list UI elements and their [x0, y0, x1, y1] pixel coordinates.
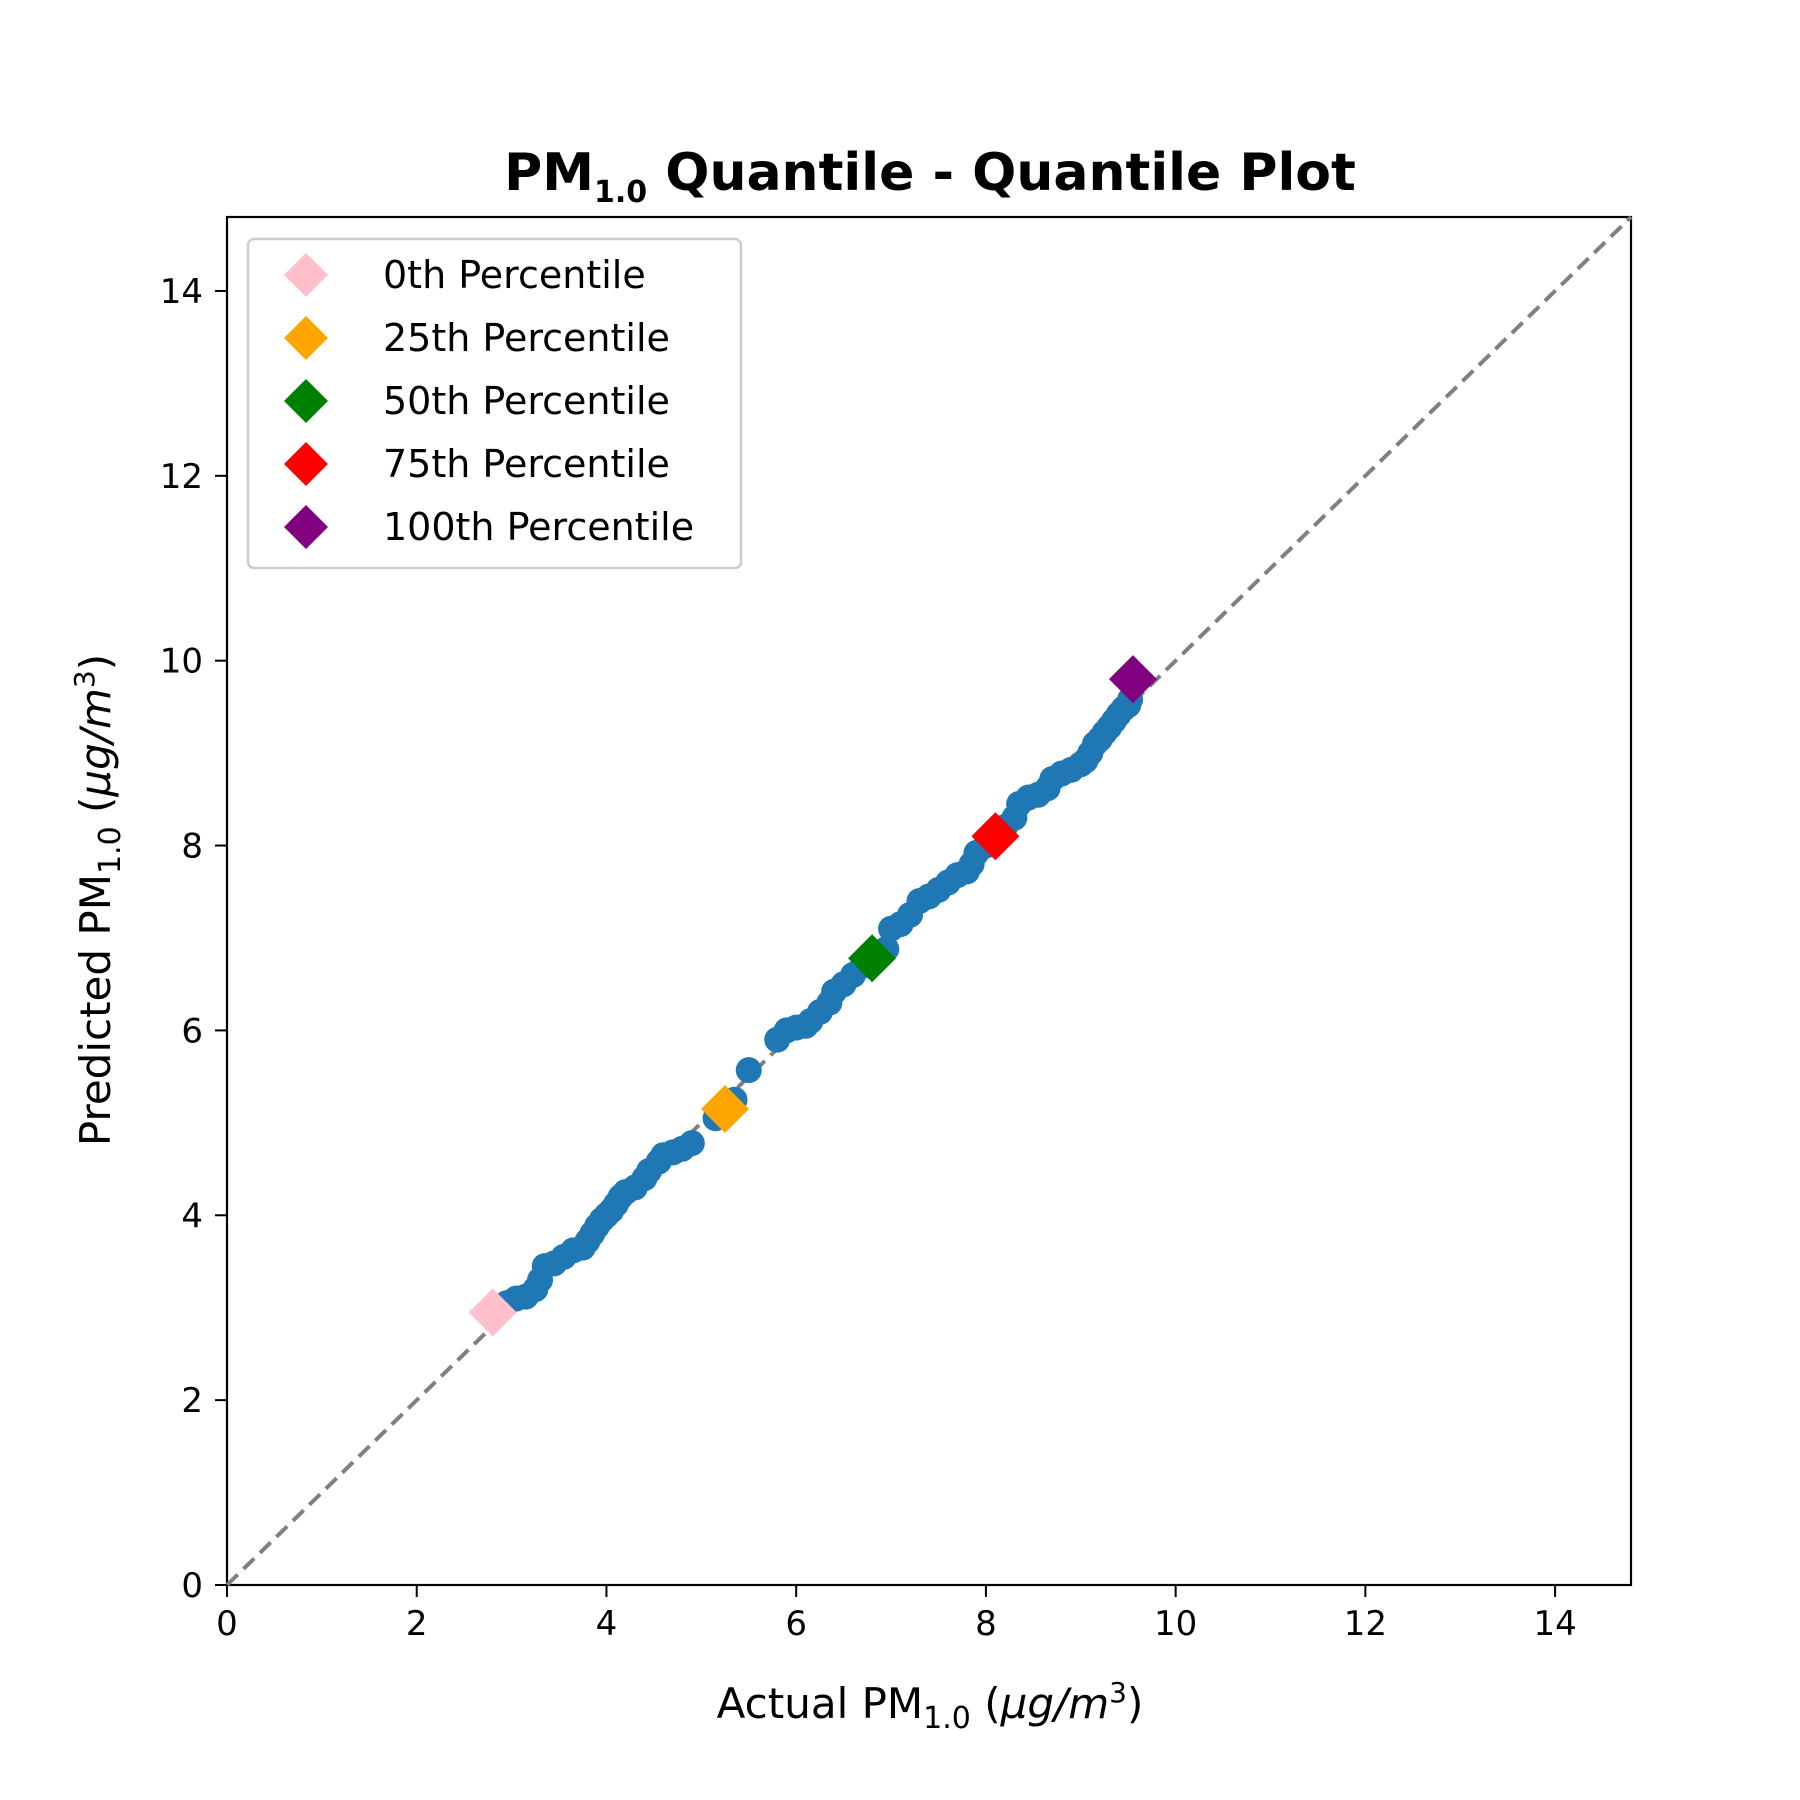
x-label-prefix: Actual PM [717, 1679, 924, 1728]
legend-label-3: 75th Percentile [383, 442, 670, 486]
y-tick-label: 10 [160, 642, 203, 682]
x-tick-label: 0 [216, 1604, 238, 1644]
chart-title: PM1.0 Quantile - Quantile Plot [504, 143, 1356, 210]
x-label-unit-slash: / [1050, 1679, 1072, 1728]
title-subscript: 1.0 [594, 175, 647, 210]
y-label-unit-open: ( [71, 797, 120, 827]
y-tick-label: 6 [181, 1011, 203, 1051]
x-tick-label: 4 [596, 1604, 618, 1644]
x-label-unit-mu: μg [1000, 1679, 1054, 1728]
x-tick-label: 12 [1344, 1604, 1387, 1644]
x-label-unit-m: m [1068, 1679, 1109, 1728]
legend-marker-1 [284, 316, 328, 360]
x-tick-label: 14 [1533, 1604, 1576, 1644]
y-tick-label: 8 [181, 827, 203, 867]
y-tick-label: 4 [181, 1196, 203, 1236]
x-label-subscript: 1.0 [923, 1701, 971, 1736]
y-label-unit-mu: μg [71, 743, 120, 797]
title-main: PM [504, 143, 594, 203]
x-label-unit-open: ( [971, 1679, 1001, 1728]
x-axis-ticks: 0 2 4 6 8 10 12 14 [216, 1585, 1577, 1644]
percentile-marker-3 [971, 812, 1020, 861]
legend-box [246, 237, 743, 570]
x-tick-label: 10 [1154, 1604, 1197, 1644]
percentile-marker-0 [468, 1288, 517, 1337]
y-label-subscript: 1.0 [93, 826, 128, 874]
x-tick-label: 2 [406, 1604, 428, 1644]
y-axis-ticks: 0 2 4 6 8 10 12 14 [160, 272, 227, 1606]
y-label-prefix: Predicted PM [71, 874, 120, 1146]
legend-label-4: 100th Percentile [383, 505, 694, 549]
legend: 0th Percentile 25th Percentile 50th Percen… [246, 237, 743, 570]
y-label-unit-sup: 3 [68, 670, 101, 688]
y-tick-label: 14 [160, 272, 203, 312]
legend-label-1: 25th Percentile [383, 316, 670, 360]
percentile-marker-4 [1108, 655, 1157, 704]
title-rest: Quantile - Quantile Plot [647, 143, 1356, 203]
scatter-points [493, 686, 1144, 1317]
legend-marker-3 [284, 442, 328, 486]
y-tick-label: 0 [181, 1566, 203, 1606]
x-label-unit-close: ) [1127, 1679, 1143, 1728]
percentile-marker-2 [848, 934, 897, 983]
x-tick-label: 6 [785, 1604, 807, 1644]
x-axis-label: Actual PM1.0 (μg/m3) [717, 1676, 1144, 1736]
percentile-marker-1 [701, 1084, 750, 1133]
y-axis-label: Predicted PM1.0 (μg/m3) [68, 654, 128, 1146]
data-point [735, 1057, 762, 1084]
y-label-unit-close: ) [71, 654, 120, 670]
y-label-unit-m: m [71, 688, 120, 729]
percentile-markers [468, 655, 1157, 1337]
legend-marker-4 [284, 505, 328, 549]
y-tick-label: 12 [160, 457, 203, 497]
legend-marker-0 [284, 253, 328, 297]
x-tick-label: 8 [975, 1604, 997, 1644]
plot-area [225, 215, 1633, 1587]
data-point [678, 1130, 705, 1157]
x-label-unit-sup: 3 [1109, 1676, 1127, 1709]
y-label-unit-slash: / [71, 725, 120, 747]
legend-marker-2 [284, 379, 328, 423]
legend-label-0: 0th Percentile [383, 253, 646, 297]
legend-label-2: 50th Percentile [383, 379, 670, 423]
y-tick-label: 2 [181, 1381, 203, 1421]
